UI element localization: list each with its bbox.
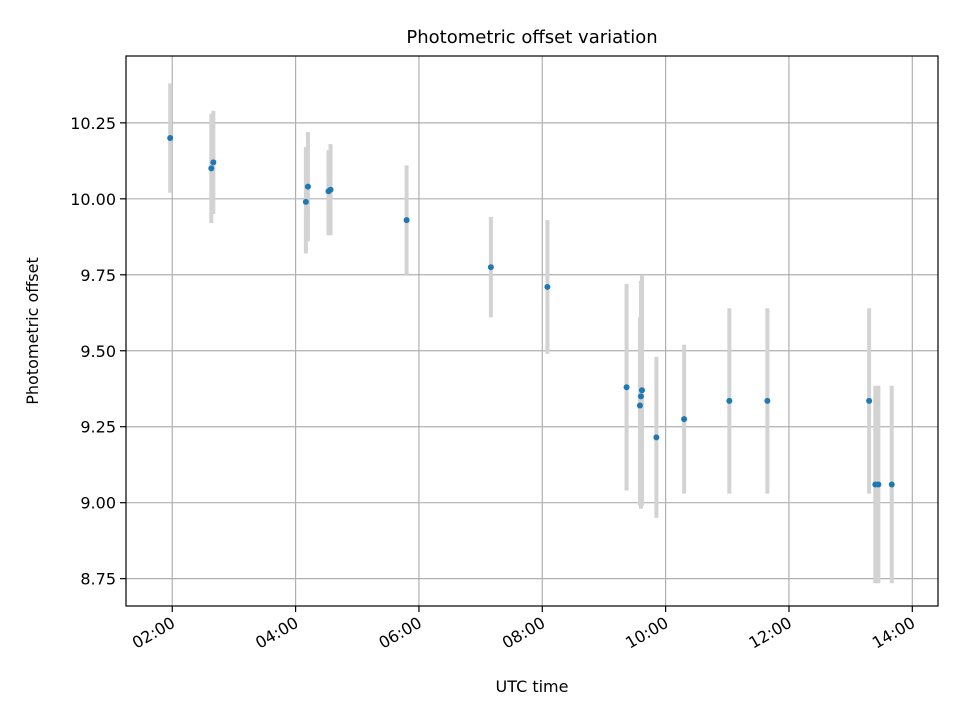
data-point	[327, 186, 334, 193]
data-point	[304, 183, 311, 190]
data-point	[210, 159, 217, 166]
y-tick-label: 9.00	[80, 494, 116, 513]
data-point	[302, 198, 309, 205]
y-tick-label: 8.75	[80, 570, 116, 589]
data-point	[726, 397, 733, 404]
data-point	[637, 393, 644, 400]
data-point	[888, 481, 895, 488]
data-points	[167, 135, 895, 488]
data-point	[866, 397, 873, 404]
y-axis-label: Photometric offset	[23, 257, 42, 405]
grid	[126, 56, 938, 606]
y-tick-label: 9.75	[80, 266, 116, 285]
y-tick-label: 9.50	[80, 342, 116, 361]
data-point	[208, 165, 215, 172]
data-point	[544, 283, 551, 290]
data-point	[167, 135, 174, 142]
data-point	[653, 434, 660, 441]
data-point	[638, 387, 645, 394]
data-point	[623, 384, 630, 391]
chart-title: Photometric offset variation	[406, 27, 657, 48]
data-point	[403, 217, 410, 224]
data-point	[681, 416, 688, 423]
data-point	[875, 481, 882, 488]
data-point	[764, 397, 771, 404]
data-point	[636, 402, 643, 409]
y-tick-label: 9.25	[80, 418, 116, 437]
plot-frame	[125, 55, 939, 607]
data-point	[487, 264, 494, 271]
x-axis-label: UTC time	[496, 677, 569, 696]
y-tick-label: 10.00	[70, 190, 116, 209]
y-tick-label: 10.25	[70, 114, 116, 133]
